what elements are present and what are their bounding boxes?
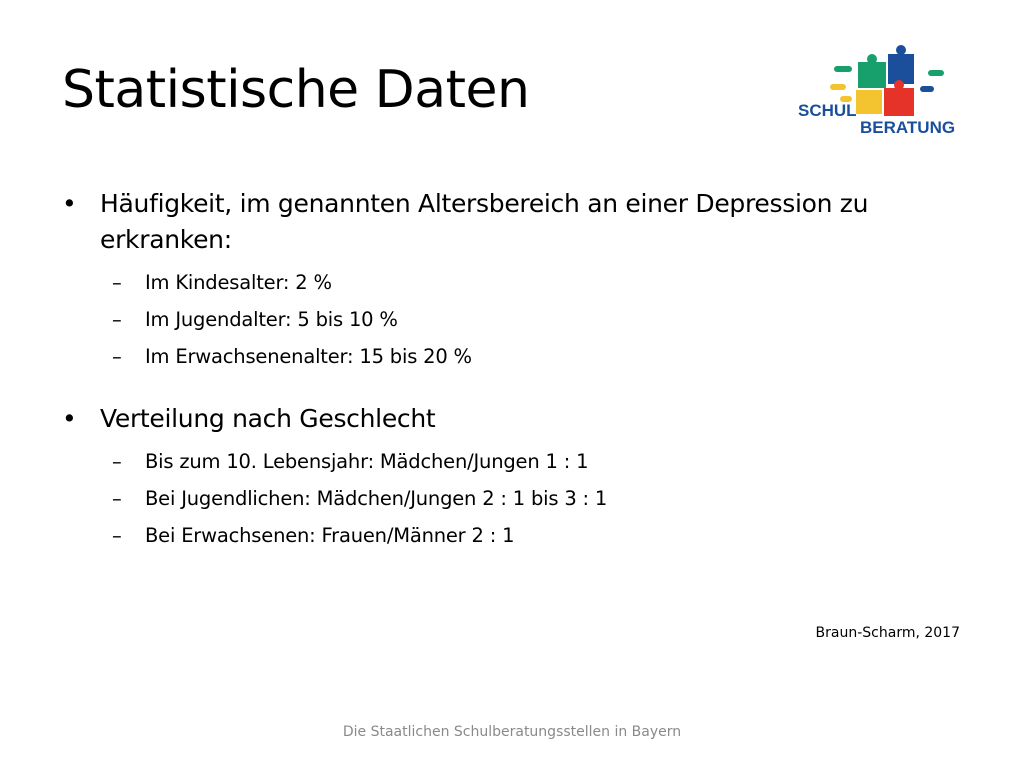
sublist-frequency: Im Kindesalter: 2 % Im Jugendalter: 5 bi… (62, 264, 932, 375)
logo-dash-green (834, 66, 852, 72)
logo-text-beratung: BERATUNG (860, 118, 955, 137)
sublist-gender: Bis zum 10. Lebensjahr: Mädchen/Jungen 1… (62, 443, 932, 554)
subitem-child: Im Kindesalter: 2 % (62, 264, 932, 301)
bullet-gender: Verteilung nach Geschlecht (62, 401, 932, 437)
logo-piece-blue (888, 54, 914, 84)
logo-piece-red (884, 88, 914, 116)
citation: Braun-Scharm, 2017 (815, 625, 960, 641)
logo-piece-yellow (856, 90, 882, 114)
subitem-under-10: Bis zum 10. Lebensjahr: Mädchen/Jungen 1… (62, 443, 932, 480)
subitem-adult: Im Erwachsenenalter: 15 bis 20 % (62, 338, 932, 375)
slide-title: Statistische Daten (62, 60, 530, 120)
subitem-youth: Im Jugendalter: 5 bis 10 % (62, 301, 932, 338)
slide-content: Häufigkeit, im genannten Altersbereich a… (62, 186, 932, 554)
logo-dash-yellow (830, 84, 846, 90)
schulberatung-logo: SCHUL BERATUNG (798, 45, 955, 137)
logo-knob-blue (896, 45, 906, 55)
footer-text: Die Staatlichen Schulberatungsstellen in… (342, 724, 682, 740)
logo-dash-yellow-low (840, 96, 852, 102)
logo-knob-red (894, 80, 904, 90)
logo-piece-green (858, 62, 886, 88)
logo-text-schul: SCHUL (798, 101, 857, 120)
bullet-group-gender: Verteilung nach Geschlecht Bis zum 10. L… (62, 401, 932, 554)
subitem-adults: Bei Erwachsenen: Frauen/Männer 2 : 1 (62, 517, 932, 554)
logo-dash-blue (920, 86, 934, 92)
bullet-frequency: Häufigkeit, im genannten Altersbereich a… (62, 186, 932, 258)
logo-knob-green (867, 54, 877, 64)
logo-dash-green-right (928, 70, 944, 76)
subitem-adolescents: Bei Jugendlichen: Mädchen/Jungen 2 : 1 b… (62, 480, 932, 517)
bullet-group-frequency: Häufigkeit, im genannten Altersbereich a… (62, 186, 932, 375)
